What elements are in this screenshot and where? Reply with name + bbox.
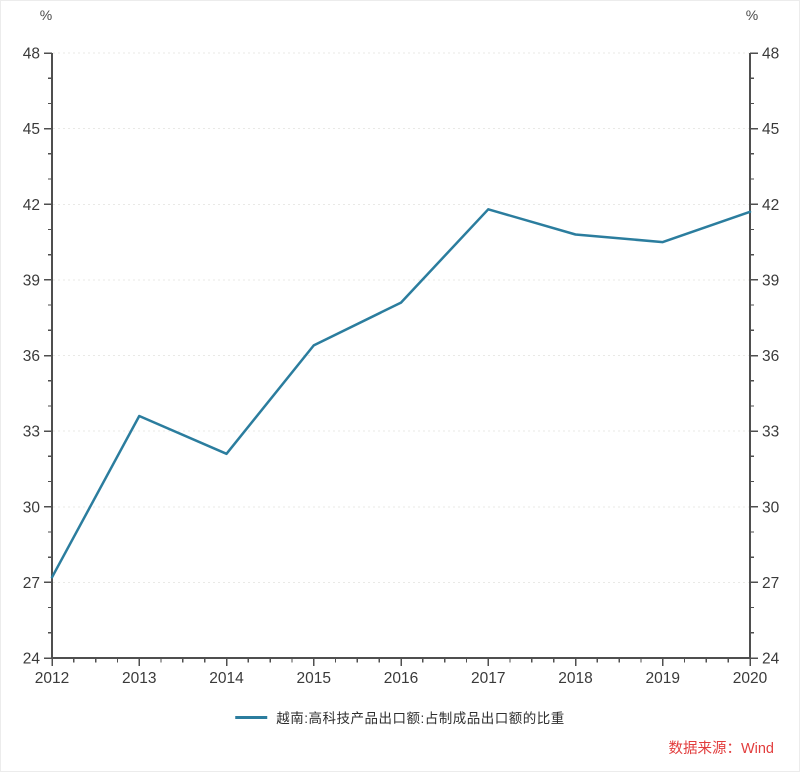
x-axis-label: 2018 (558, 670, 592, 687)
x-axis-label: 2017 (471, 670, 505, 687)
y-axis-label-right: 42 (762, 197, 779, 214)
y-axis-label-left: 27 (23, 575, 40, 592)
x-axis-label: 2012 (35, 670, 69, 687)
y-axis-label-right: 30 (762, 499, 780, 516)
y-axis-label-left: 42 (23, 197, 40, 214)
y-axis-label-right: 36 (762, 348, 779, 365)
legend-line-swatch (235, 715, 268, 719)
x-axis-label: 2015 (297, 670, 331, 687)
y-axis-label-left: 48 (23, 46, 40, 63)
y-axis-label-left: 36 (23, 348, 40, 365)
x-axis-label: 2020 (733, 670, 768, 687)
y-axis-label-left: 30 (23, 499, 41, 516)
y-axis-label-right: 39 (762, 272, 779, 289)
legend: 越南:高科技产品出口额:占制成品出口额的比重 (235, 707, 565, 727)
y-axis-label-right: 33 (762, 424, 779, 441)
x-axis-label: 2016 (384, 670, 418, 687)
y-axis-label-left: 39 (23, 272, 40, 289)
y-axis-unit-right: % (745, 7, 759, 23)
legend-series-label: 越南:高科技产品出口额:占制成品出口额的比重 (276, 711, 565, 726)
y-axis-label-right: 24 (762, 651, 780, 668)
y-axis-label-right: 45 (762, 121, 779, 138)
x-axis-label: 2014 (209, 670, 244, 687)
data-source-note: 数据来源：Wind (668, 741, 774, 757)
data-line-series (50, 208, 752, 579)
y-axis-label-left: 45 (23, 121, 40, 138)
y-axis-unit-left: % (39, 7, 53, 23)
axis-frame (51, 53, 751, 659)
y-axis-label-left: 33 (23, 424, 40, 441)
y-axis-label-right: 48 (762, 46, 779, 63)
y-axis-label-left: 24 (23, 651, 41, 668)
x-axis-label: 2013 (122, 670, 156, 687)
y-axis-label-right: 27 (762, 575, 779, 592)
x-axis-label: 2019 (646, 670, 680, 687)
